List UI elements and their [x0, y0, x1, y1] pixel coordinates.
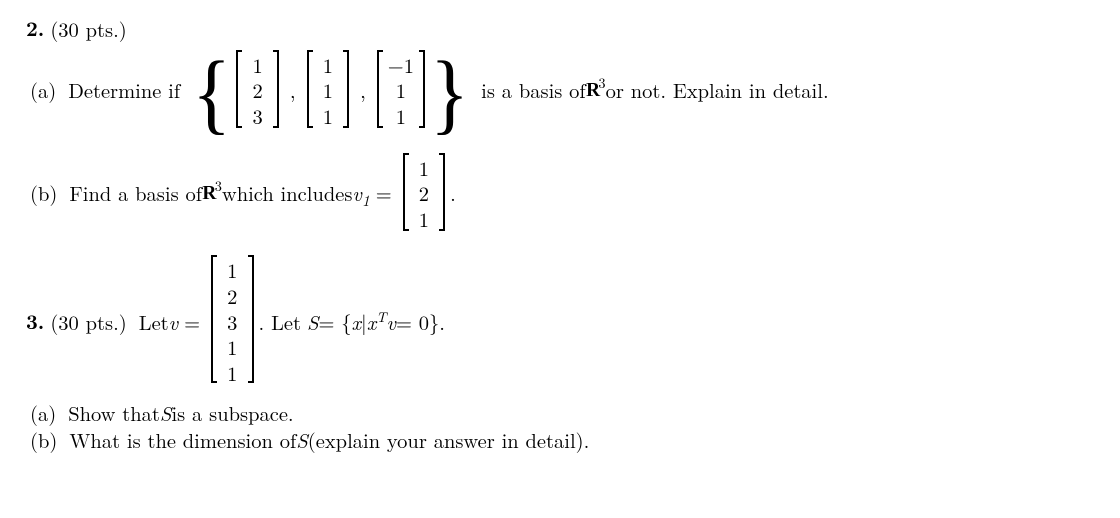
left-brace-icon: { — [192, 58, 231, 130]
vec1-e2: 2 — [247, 77, 268, 103]
real-3: R3 — [586, 77, 606, 104]
vec1-e3: 3 — [247, 103, 268, 129]
xT: xT — [367, 309, 387, 335]
text-2a-post1: is a basis of — [481, 77, 586, 103]
problem-3b: (b) What is the dimension of S (explain … — [26, 427, 1094, 453]
problem-2b: (b) Find a basis of R3 which includes v1… — [26, 153, 1094, 234]
label-3b: (b) — [30, 427, 57, 453]
right-brace-icon: } — [430, 58, 469, 130]
vec2b-e2: 2 — [414, 180, 435, 206]
zero-text: = 0}. — [396, 309, 445, 335]
vec2-e2: 1 — [318, 77, 339, 103]
period-2b: . — [450, 180, 456, 206]
text-2b-pre: Find a basis of — [69, 180, 202, 206]
vector-3v: 1 2 3 1 1 — [208, 255, 257, 387]
vector-3: −1 1 1 — [374, 50, 428, 131]
v1-name: v1 — [352, 180, 369, 206]
vec3-e1: −1 — [388, 52, 414, 78]
setdef-pre: = { — [319, 309, 352, 335]
problem-2-points: (30 pts.) — [50, 16, 126, 42]
equals-2b: = — [376, 180, 392, 206]
text-2a-pre: Determine if — [68, 77, 180, 103]
problem-2a: (a) Determine if { 1 2 3 , 1 1 1 , −1 1 … — [26, 50, 1094, 131]
vec2b-e1: 1 — [414, 155, 435, 181]
S-var: S — [307, 309, 319, 335]
problem-3a: (a) Show that S is a subspace. — [26, 400, 1094, 426]
real-3-exp: 3 — [598, 76, 605, 91]
vec3-e3: 1 — [391, 103, 412, 129]
equals-3: = — [184, 309, 200, 335]
label-2b: (b) — [30, 180, 57, 206]
vec2b-e3: 1 — [414, 206, 435, 232]
text-3b-1: What is the dimension of — [69, 427, 296, 453]
problem-2-number: 2. — [26, 16, 44, 42]
v2-var: v — [387, 309, 396, 335]
x-var: x — [352, 309, 362, 335]
label-2a: (a) — [30, 77, 56, 103]
problem-3-points: (30 pts.) — [50, 309, 126, 335]
let2-text: . Let — [259, 309, 301, 335]
comma-2: , — [360, 77, 366, 103]
v-var: v — [169, 309, 178, 335]
let-text: Let — [139, 309, 169, 335]
real-3b: R3 — [202, 180, 222, 207]
comma-1: , — [290, 77, 296, 103]
text-2a-post2: or not. Explain in detail. — [606, 77, 829, 103]
page: { "p2": { "number": "2.", "points": "(30… — [0, 0, 1120, 518]
vec1-e1: 1 — [247, 52, 268, 78]
vector-2b: 1 2 1 — [400, 153, 449, 234]
vec3v-e4: 1 — [222, 334, 243, 360]
vec3v-e1: 1 — [222, 257, 243, 283]
text-3a-1: Show that — [68, 400, 160, 426]
vec3v-e5: 1 — [222, 360, 243, 386]
vector-1: 1 2 3 — [233, 50, 282, 131]
vec3-e2: 1 — [391, 77, 412, 103]
vec3v-e2: 2 — [222, 283, 243, 309]
vec2-e1: 1 — [318, 52, 339, 78]
vector-2: 1 1 1 — [304, 50, 353, 131]
vec2-e3: 1 — [318, 103, 339, 129]
vec3v-e3: 3 — [222, 309, 243, 335]
text-3a-2: is a subspace. — [171, 400, 293, 426]
text-3b-2: (explain your answer in detail). — [308, 427, 590, 453]
problem-3-number: 3. — [26, 309, 44, 335]
text-2b-mid: which includes — [222, 180, 353, 206]
real-3b-exp: 3 — [215, 179, 222, 194]
S-3b: S — [296, 427, 308, 453]
S-3a: S — [160, 400, 172, 426]
problem-2-heading: 2. (30 pts.) — [26, 16, 1094, 42]
problem-3: 3. (30 pts.) Let v = 1 2 3 1 1 . Let S =… — [26, 255, 1094, 387]
label-3a: (a) — [30, 400, 56, 426]
